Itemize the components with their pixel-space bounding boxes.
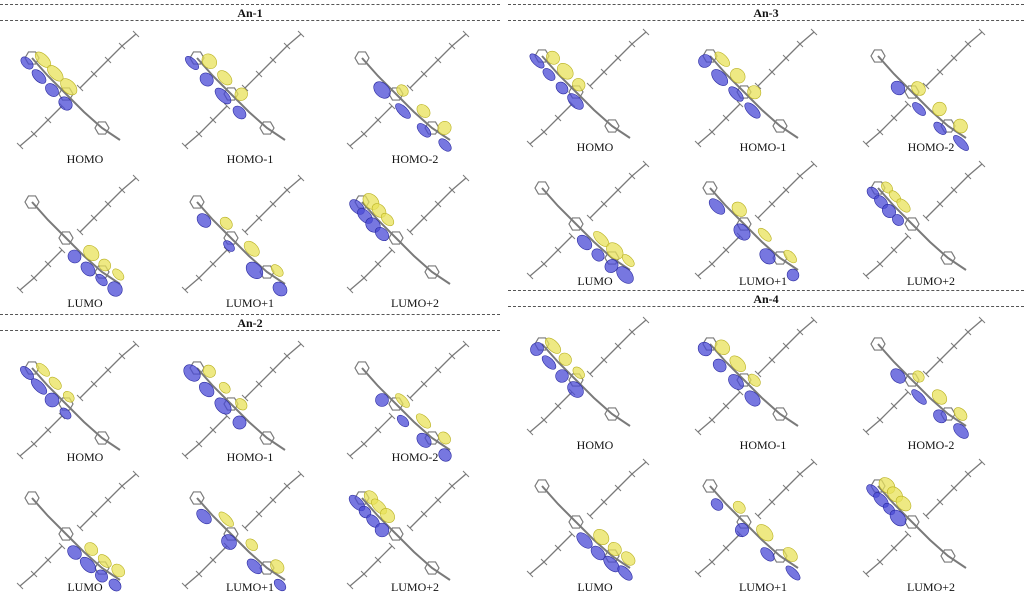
panel-title-rule	[0, 20, 500, 21]
molecule-orbital-illustration	[694, 458, 818, 581]
molecule-orbital-illustration	[181, 470, 305, 592]
panel-title: An-3	[753, 6, 779, 20]
orbital-label: LUMO	[67, 580, 103, 594]
molecule-orbital-illustration	[181, 340, 305, 460]
molecule-orbital-illustration	[862, 160, 986, 280]
panel-title-rule	[0, 330, 500, 331]
molecule-orbital-illustration	[16, 340, 140, 460]
molecule-orbital-illustration	[346, 470, 470, 590]
orbital-label: LUMO	[577, 580, 613, 594]
panel-title: An-1	[237, 6, 263, 20]
panel-top-rule	[0, 314, 500, 315]
molecule-orbital-illustration	[862, 458, 986, 578]
molecule-orbital-illustration	[16, 174, 140, 297]
orbital-label: LUMO+2	[390, 580, 440, 594]
orbital-label: HOMO	[66, 152, 104, 166]
orbital-label: HOMO-1	[226, 152, 274, 166]
molecule-orbital-illustration	[694, 160, 818, 282]
molecule-orbital-illustration	[16, 470, 140, 592]
panel-an-4: An-4 HOMO HOMO-1 HOMO-2 LUMO LUMO+1 LUMO…	[508, 290, 1024, 602]
molecule-orbital-illustration	[862, 28, 986, 151]
panel-title-rule	[508, 20, 1024, 21]
molecule-orbital-illustration	[181, 174, 305, 297]
panel-an-3: An-3 HOMO HOMO-1 HOMO-2 LUMO LUMO+1 LUMO…	[508, 0, 1024, 290]
orbital-label: HOMO-1	[739, 140, 787, 154]
molecule-orbital-illustration	[694, 316, 818, 436]
orbital-label: LUMO+2	[906, 274, 956, 288]
orbital-label: LUMO+1	[738, 274, 788, 288]
orbital-label: HOMO-2	[907, 140, 955, 154]
panel-title-rule	[508, 306, 1024, 307]
panel-top-rule	[0, 4, 500, 5]
panel-title: An-4	[753, 292, 779, 306]
panel-an-2: An-2 HOMO HOMO-1 HOMO-2 LUMO LUMO+1 LUMO…	[0, 312, 500, 602]
panel-top-rule	[508, 4, 1024, 5]
molecule-orbital-illustration	[346, 174, 470, 294]
molecule-orbital-illustration	[526, 458, 650, 581]
molecule-orbital-illustration	[526, 28, 650, 148]
orbital-label: LUMO	[67, 296, 103, 310]
orbital-label: HOMO-1	[226, 450, 274, 464]
molecule-orbital-illustration	[346, 340, 470, 462]
panel-title: An-2	[237, 316, 263, 330]
orbital-label: LUMO+1	[225, 296, 275, 310]
orbital-label: HOMO	[66, 450, 104, 464]
molecule-orbital-illustration	[16, 30, 140, 150]
orbital-label: LUMO+2	[906, 580, 956, 594]
molecule-orbital-illustration	[862, 316, 986, 439]
orbital-label: HOMO	[576, 140, 614, 154]
molecule-orbital-illustration	[181, 30, 305, 150]
panel-top-rule	[508, 290, 1024, 291]
panel-an-1: An-1 HOMO HOMO-1 HOMO-2 LUMO LUMO+1 LUMO…	[0, 0, 500, 312]
orbital-label: LUMO	[577, 274, 613, 288]
molecule-orbital-illustration	[526, 160, 650, 284]
molecule-orbital-illustration	[346, 30, 470, 152]
orbital-label: LUMO+2	[390, 296, 440, 310]
orbital-label: HOMO-1	[739, 438, 787, 452]
orbital-label: HOMO-2	[907, 438, 955, 452]
orbital-label: HOMO-2	[391, 450, 439, 464]
orbital-label: HOMO	[576, 438, 614, 452]
orbital-label: LUMO+1	[738, 580, 788, 594]
molecule-orbital-illustration	[694, 28, 818, 148]
molecule-orbital-illustration	[526, 316, 650, 436]
orbital-label: LUMO+1	[225, 580, 275, 594]
orbital-label: HOMO-2	[391, 152, 439, 166]
